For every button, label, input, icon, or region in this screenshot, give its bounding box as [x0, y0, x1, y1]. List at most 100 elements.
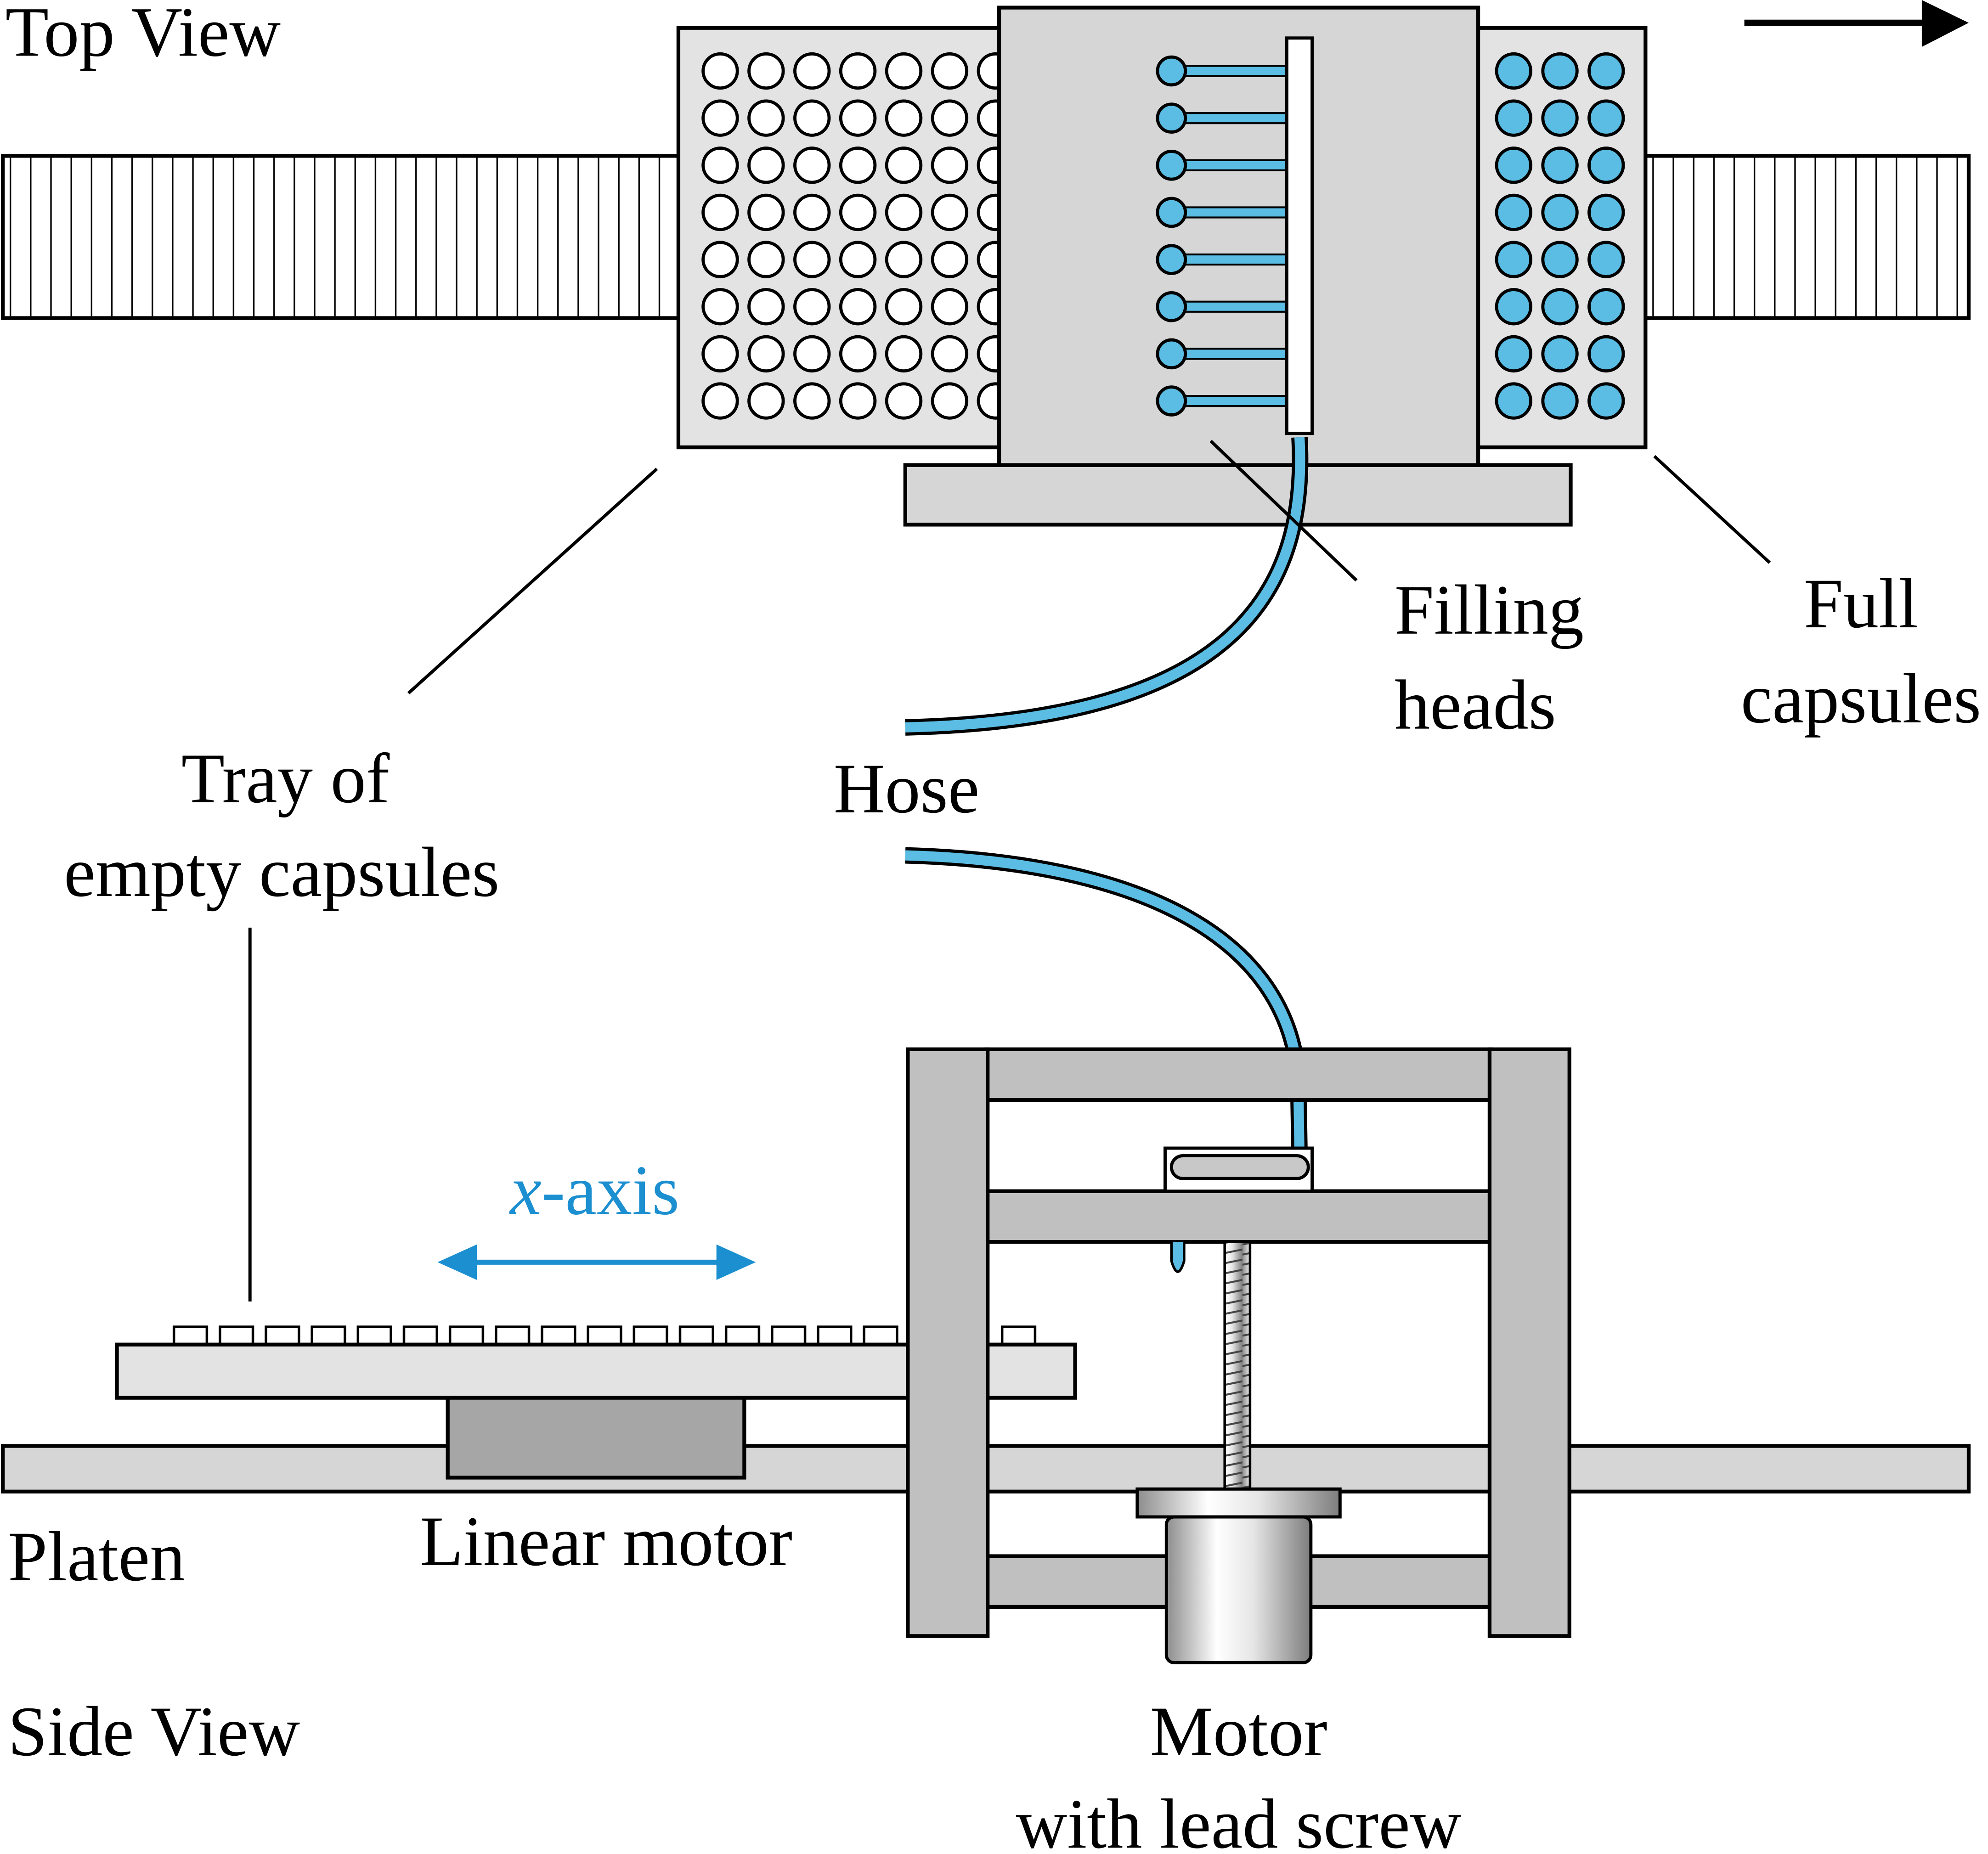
filling-head	[1156, 385, 1187, 417]
empty-capsule	[931, 99, 969, 137]
empty-capsule	[931, 335, 969, 373]
empty-capsule	[885, 99, 923, 137]
motor-label-line1: Motor	[1150, 1692, 1327, 1771]
empty-capsule	[885, 52, 923, 90]
full-capsule	[1495, 288, 1533, 326]
leader-line-full-capsules	[1653, 455, 1771, 564]
x-axis-label: x-axis	[509, 1151, 679, 1230]
frame-column-left	[906, 1047, 990, 1638]
full-capsule	[1541, 382, 1579, 420]
filling-head-line	[1178, 254, 1289, 266]
empty-capsule	[839, 193, 877, 231]
tray-label-line1: Tray of	[181, 739, 390, 818]
full-capsule	[1495, 193, 1533, 231]
full-capsule	[1587, 335, 1625, 373]
x-axis-arrowhead-right-icon	[716, 1244, 756, 1280]
filling-head-line	[1178, 394, 1289, 407]
filling-head	[1156, 150, 1187, 181]
motor-body	[1164, 1515, 1313, 1664]
top-view-label: Top View	[6, 0, 281, 71]
filling-manifold	[1285, 36, 1314, 435]
full-capsule	[1495, 52, 1533, 90]
empty-capsule	[839, 288, 877, 326]
filling-head-line	[1178, 300, 1289, 313]
filling-head-line	[1178, 112, 1289, 124]
filling-head	[1156, 55, 1187, 87]
x-axis-arrowhead-left-icon	[437, 1244, 477, 1280]
filling-heads-label-line1: Filling	[1395, 571, 1584, 649]
filling-head	[1156, 244, 1187, 275]
full-capsule	[1587, 288, 1625, 326]
empty-capsule	[793, 147, 831, 184]
empty-capsule	[793, 241, 831, 278]
full-capsule	[1587, 382, 1625, 420]
hose-label: Hose	[834, 749, 980, 828]
empty-capsule	[793, 52, 831, 90]
filling-head-line	[1178, 206, 1289, 219]
leader-line-filling-heads	[1209, 440, 1358, 582]
filling-head	[1156, 338, 1187, 370]
empty-capsule	[701, 52, 739, 90]
empty-capsule	[839, 382, 877, 420]
empty-capsule	[885, 382, 923, 420]
x-axis-label-variable: x	[509, 1151, 542, 1230]
full-capsule	[1495, 335, 1533, 373]
full-capsules-label-line2: capsules	[1741, 659, 1981, 738]
nozzle-plate	[1169, 1154, 1310, 1180]
empty-capsule	[701, 382, 739, 420]
full-capsules-label-line1: Full	[1804, 564, 1918, 643]
direction-arrow-head-icon	[1921, 0, 1969, 47]
full-capsule	[1495, 241, 1533, 278]
empty-capsule	[839, 147, 877, 184]
empty-capsule	[839, 99, 877, 137]
motor-label-line2: with lead screw	[1016, 1785, 1462, 1854]
empty-capsule	[747, 147, 785, 184]
empty-capsule	[931, 147, 969, 184]
filling-head	[1156, 197, 1187, 228]
full-capsule	[1541, 147, 1579, 184]
empty-capsule	[885, 288, 923, 326]
empty-capsule	[839, 335, 877, 373]
lead-screw	[1223, 1240, 1252, 1491]
empty-capsule	[793, 335, 831, 373]
full-capsule-grid	[1495, 52, 1625, 420]
filling-station-base-top	[903, 463, 1573, 527]
full-capsule	[1541, 52, 1579, 90]
filling-head-line	[1178, 348, 1289, 360]
empty-capsule	[885, 147, 923, 184]
empty-capsule	[931, 52, 969, 90]
full-capsule	[1587, 147, 1625, 184]
full-capsule	[1495, 382, 1533, 420]
platen-label: Platen	[8, 1517, 185, 1596]
full-capsule	[1541, 335, 1579, 373]
filling-head-line	[1178, 159, 1289, 171]
empty-capsule	[701, 99, 739, 137]
empty-capsule-grid	[701, 52, 1015, 420]
empty-capsule	[793, 382, 831, 420]
empty-capsule	[793, 288, 831, 326]
hose-upper-fill	[905, 437, 1305, 733]
hose-lower-fill	[905, 850, 1305, 1154]
linear-motor	[446, 1392, 746, 1480]
empty-capsule	[839, 52, 877, 90]
filling-heads	[1156, 55, 1289, 417]
empty-capsule	[747, 335, 785, 373]
empty-capsule	[747, 193, 785, 231]
motor-flange	[1135, 1487, 1342, 1519]
empty-capsule	[701, 288, 739, 326]
linear-motor-label: Linear motor	[420, 1502, 792, 1581]
empty-capsule	[747, 288, 785, 326]
frame-column-right	[1487, 1047, 1571, 1638]
empty-capsule	[793, 99, 831, 137]
empty-capsule	[931, 382, 969, 420]
empty-capsule	[885, 193, 923, 231]
full-capsule	[1541, 193, 1579, 231]
empty-capsule	[839, 241, 877, 278]
empty-capsule	[931, 241, 969, 278]
full-capsule	[1587, 99, 1625, 137]
full-capsule	[1587, 193, 1625, 231]
filling-heads-label-line2: heads	[1395, 666, 1556, 744]
nozzle-tip	[1170, 1242, 1186, 1273]
empty-capsule	[747, 52, 785, 90]
